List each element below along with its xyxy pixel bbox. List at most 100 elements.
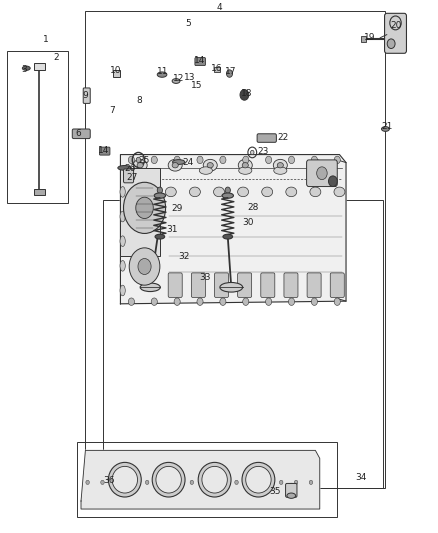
Circle shape xyxy=(243,156,249,164)
Polygon shape xyxy=(120,155,346,304)
Ellipse shape xyxy=(220,282,243,292)
Circle shape xyxy=(225,187,230,193)
Text: 36: 36 xyxy=(103,477,114,485)
Ellipse shape xyxy=(308,159,322,171)
FancyBboxPatch shape xyxy=(286,483,297,497)
Bar xyxy=(85,11,385,488)
Bar xyxy=(103,200,383,488)
Text: 6: 6 xyxy=(75,129,81,138)
Circle shape xyxy=(328,176,337,187)
Circle shape xyxy=(175,480,179,484)
Text: 2: 2 xyxy=(53,53,59,61)
Text: 5: 5 xyxy=(185,19,191,28)
Circle shape xyxy=(124,182,166,233)
Circle shape xyxy=(235,480,238,484)
FancyBboxPatch shape xyxy=(168,273,182,297)
Ellipse shape xyxy=(140,283,160,292)
Circle shape xyxy=(131,480,134,484)
Circle shape xyxy=(289,156,295,164)
FancyBboxPatch shape xyxy=(284,273,298,297)
Circle shape xyxy=(309,480,313,484)
Text: 20: 20 xyxy=(391,21,402,30)
Circle shape xyxy=(311,298,318,305)
FancyBboxPatch shape xyxy=(257,134,276,142)
Ellipse shape xyxy=(120,261,125,271)
Circle shape xyxy=(190,480,194,484)
Circle shape xyxy=(174,156,180,164)
FancyBboxPatch shape xyxy=(83,88,90,103)
Text: 24: 24 xyxy=(183,158,194,166)
Circle shape xyxy=(317,167,327,180)
Ellipse shape xyxy=(172,78,180,84)
Text: 32: 32 xyxy=(178,252,190,261)
Ellipse shape xyxy=(223,235,233,239)
FancyBboxPatch shape xyxy=(238,273,252,297)
Text: 9: 9 xyxy=(82,92,88,100)
Ellipse shape xyxy=(207,163,213,168)
Ellipse shape xyxy=(120,285,125,296)
Circle shape xyxy=(197,298,203,305)
FancyBboxPatch shape xyxy=(307,160,337,187)
FancyBboxPatch shape xyxy=(34,63,45,70)
FancyBboxPatch shape xyxy=(99,147,110,155)
Ellipse shape xyxy=(381,126,389,132)
Circle shape xyxy=(116,480,119,484)
FancyBboxPatch shape xyxy=(385,13,406,53)
Circle shape xyxy=(265,156,272,164)
Circle shape xyxy=(220,480,223,484)
Circle shape xyxy=(265,480,268,484)
Ellipse shape xyxy=(242,462,275,497)
Circle shape xyxy=(128,156,134,164)
Circle shape xyxy=(151,298,157,305)
Text: 13: 13 xyxy=(184,74,195,82)
Ellipse shape xyxy=(286,187,297,197)
Text: 1: 1 xyxy=(43,36,49,44)
Bar xyxy=(7,51,68,203)
Text: 18: 18 xyxy=(241,89,253,98)
Ellipse shape xyxy=(108,462,141,497)
Circle shape xyxy=(136,197,153,219)
Text: 14: 14 xyxy=(194,56,205,65)
Ellipse shape xyxy=(120,211,125,222)
Ellipse shape xyxy=(202,466,227,493)
Circle shape xyxy=(128,298,134,305)
Circle shape xyxy=(129,248,160,285)
Circle shape xyxy=(174,298,180,305)
Circle shape xyxy=(101,480,104,484)
Circle shape xyxy=(289,298,295,305)
FancyBboxPatch shape xyxy=(261,273,275,297)
Text: 11: 11 xyxy=(157,67,169,76)
Text: 10: 10 xyxy=(110,67,121,75)
Circle shape xyxy=(334,156,340,164)
Text: 7: 7 xyxy=(109,106,115,115)
FancyBboxPatch shape xyxy=(307,273,321,297)
Ellipse shape xyxy=(238,159,252,171)
Circle shape xyxy=(138,259,151,274)
Ellipse shape xyxy=(118,165,131,171)
Text: 23: 23 xyxy=(258,147,269,156)
Circle shape xyxy=(279,480,283,484)
Ellipse shape xyxy=(157,72,167,77)
Ellipse shape xyxy=(222,193,233,198)
Text: 26: 26 xyxy=(124,164,136,173)
Ellipse shape xyxy=(242,163,248,168)
Text: 4: 4 xyxy=(216,3,222,12)
Text: 35: 35 xyxy=(269,487,281,496)
Ellipse shape xyxy=(334,187,345,197)
Text: 17: 17 xyxy=(225,67,237,76)
Text: 30: 30 xyxy=(242,218,254,227)
Text: 25: 25 xyxy=(139,157,150,165)
Circle shape xyxy=(226,70,233,77)
Text: 34: 34 xyxy=(356,473,367,482)
Text: 28: 28 xyxy=(247,203,258,212)
Circle shape xyxy=(160,480,164,484)
FancyBboxPatch shape xyxy=(120,168,160,256)
FancyBboxPatch shape xyxy=(34,189,45,195)
Ellipse shape xyxy=(287,483,296,489)
FancyBboxPatch shape xyxy=(72,129,90,139)
FancyBboxPatch shape xyxy=(124,169,134,183)
Circle shape xyxy=(311,156,318,164)
Ellipse shape xyxy=(239,167,252,174)
Ellipse shape xyxy=(199,167,212,174)
Ellipse shape xyxy=(155,235,165,239)
